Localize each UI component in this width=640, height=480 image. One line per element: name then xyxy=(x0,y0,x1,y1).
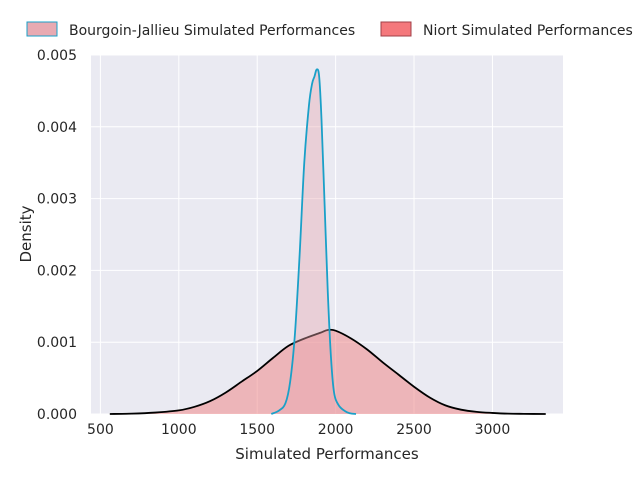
density-area-1 xyxy=(271,69,357,414)
y-tick-label: 0.001 xyxy=(37,335,77,351)
y-axis-ticks: 0.000 0.001 0.002 0.003 0.004 0.005 xyxy=(37,48,77,423)
density-area-0 xyxy=(109,329,546,414)
y-tick-label: 0.004 xyxy=(37,120,77,136)
x-tick-label: 1500 xyxy=(239,422,275,438)
x-tick-label: 500 xyxy=(87,422,114,438)
legend-swatch-niort xyxy=(380,21,412,37)
y-tick-label: 0.003 xyxy=(37,192,77,208)
y-tick-label: 0.005 xyxy=(37,48,77,64)
y-tick-label: 0.002 xyxy=(37,263,77,279)
x-tick-label: 1000 xyxy=(161,422,197,438)
legend: Bourgoin-Jallieu Simulated Performances … xyxy=(26,21,633,39)
x-axis-title: Simulated Performances xyxy=(235,445,419,463)
y-axis-title: Density xyxy=(17,205,35,262)
density-line-1 xyxy=(270,68,357,415)
x-tick-label: 2500 xyxy=(396,422,432,438)
legend-label-bourgoin: Bourgoin-Jallieu Simulated Performances xyxy=(69,23,355,39)
x-tick-label: 3000 xyxy=(475,422,511,438)
grid xyxy=(91,54,563,415)
density-line-0 xyxy=(109,328,546,415)
series-layer xyxy=(109,68,546,415)
x-tick-label: 2000 xyxy=(318,422,354,438)
y-tick-label: 0.000 xyxy=(37,407,77,423)
legend-swatch-bourgoin xyxy=(26,21,58,37)
x-axis-ticks: 500 1000 1500 2000 2500 3000 xyxy=(87,422,510,438)
legend-label-niort: Niort Simulated Performances xyxy=(423,23,633,39)
